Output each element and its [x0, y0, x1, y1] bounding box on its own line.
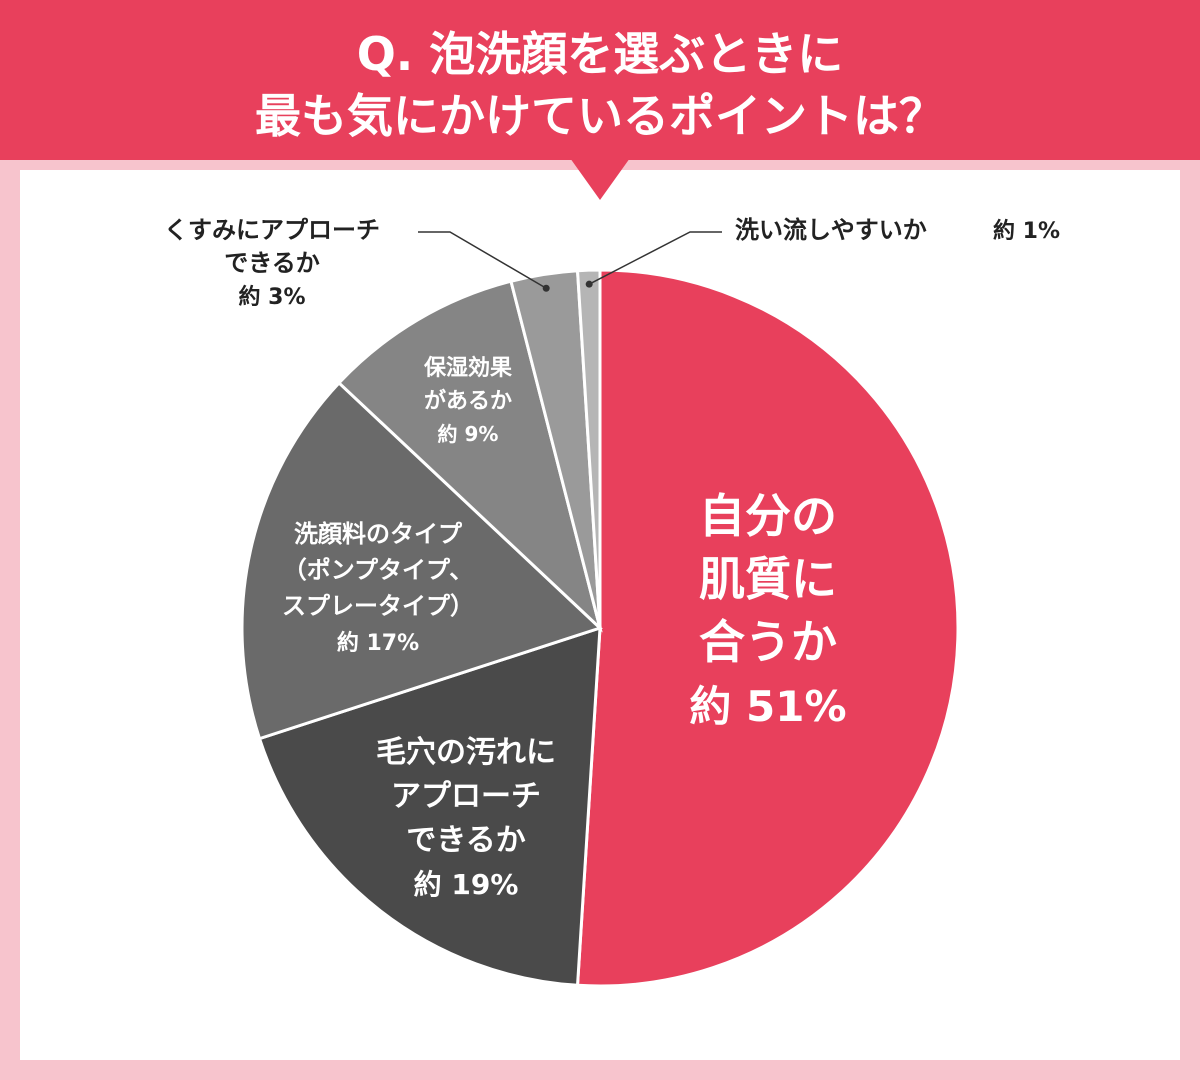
slice-label-0-line-2: 合うか	[699, 615, 837, 669]
slice-label-4-value: 約 3%	[238, 284, 305, 310]
chart-title-line1: Q. 泡洗顔を選ぶときに	[357, 27, 844, 81]
pie-slice-2	[240, 380, 603, 741]
slice-label-2-line-2: スプレータイプ）	[282, 592, 474, 620]
slice-label-5-line-0: 洗い流しやすいか	[735, 216, 927, 244]
chart-title-line2: 最も気にかけているポイントは？	[255, 89, 945, 143]
leader-dot-5	[585, 280, 593, 288]
slice-label-4-line-0: くすみにアプローチ	[164, 216, 380, 244]
leader-dot-4	[542, 284, 550, 292]
slice-label-2-line-0: 洗顔料のタイプ	[294, 520, 463, 548]
slice-label-5-value: 約 1%	[993, 218, 1060, 244]
slice-label-2-value: 約 17%	[337, 630, 419, 656]
pie-slice-3	[336, 279, 603, 633]
pie-slice-5	[575, 268, 602, 629]
pie-slice-0	[575, 268, 960, 988]
slice-label-3-line-0: 保湿効果	[423, 355, 512, 381]
leader-line-4	[418, 231, 547, 289]
pie-slice-1	[257, 625, 602, 987]
slice-label-0-value: 約 51%	[689, 682, 846, 731]
slice-label-3-value: 約 9%	[438, 422, 499, 446]
slice-label-0-line-0: 自分の	[699, 489, 837, 543]
slice-label-1-line-0: 毛穴の汚れに	[376, 735, 556, 770]
slice-label-3-line-1: があるか	[424, 388, 512, 414]
leader-lines	[418, 231, 722, 292]
slice-label-1-line-2: できるか	[406, 823, 525, 858]
slice-label-1-value: 約 19%	[414, 868, 519, 901]
leader-line-5	[588, 231, 722, 285]
title-banner	[0, 0, 1200, 160]
pie-slices	[240, 268, 960, 988]
slice-label-4-line-1: できるか	[224, 249, 320, 277]
title-banner-pointer	[570, 158, 630, 200]
slice-label-2-line-1: （ポンプタイプ、	[283, 556, 474, 584]
slice-label-0-line-1: 肌質に	[699, 552, 837, 606]
slice-label-1-line-1: アプローチ	[391, 779, 541, 814]
